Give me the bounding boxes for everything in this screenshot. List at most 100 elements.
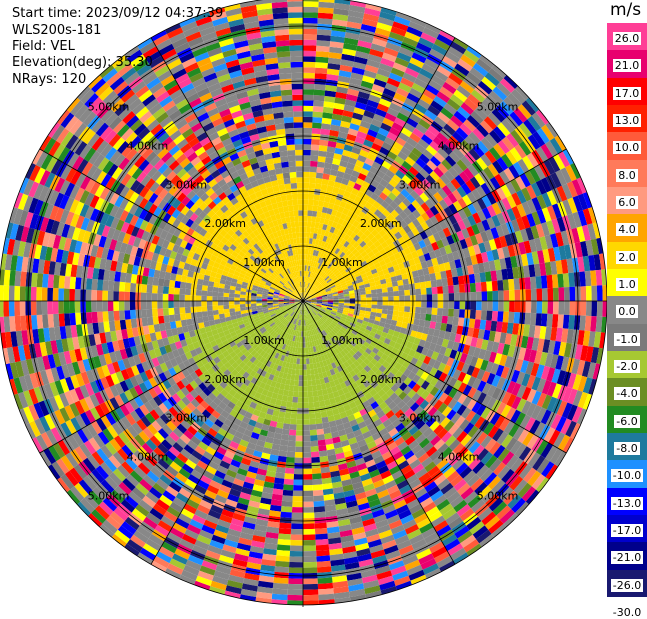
velocity-gate [436, 315, 442, 323]
velocity-gate [303, 155, 311, 161]
velocity-gate [563, 315, 570, 329]
velocity-gate [317, 561, 331, 568]
velocity-gate [371, 293, 377, 297]
velocity-gate [276, 467, 286, 474]
velocity-gate [300, 359, 303, 365]
velocity-gate [405, 295, 411, 301]
velocity-gate [103, 311, 109, 322]
velocity-gate [284, 473, 294, 479]
velocity-gate [306, 364, 310, 370]
velocity-gate [460, 301, 466, 310]
velocity-gate [382, 288, 388, 293]
velocity-gate [313, 101, 324, 107]
velocity-gate [311, 150, 319, 156]
velocity-gate [398, 285, 404, 291]
velocity-gate [568, 315, 575, 330]
velocity-gate [311, 457, 320, 463]
velocity-gate [316, 40, 330, 47]
velocity-gate [319, 401, 325, 407]
velocity-gate [290, 424, 297, 430]
velocity-gate [315, 178, 322, 184]
velocity-gate [196, 295, 202, 301]
velocity-gate [552, 274, 559, 288]
velocity-gate [64, 301, 70, 314]
velocity-gate [303, 216, 308, 222]
velocity-gate [303, 89, 314, 95]
velocity-gate [97, 312, 103, 323]
velocity-gate [157, 301, 163, 309]
velocity-gate [319, 456, 328, 463]
velocity-gate [124, 301, 130, 310]
velocity-gate [459, 284, 465, 293]
velocity-gate [152, 301, 158, 309]
velocity-gate [287, 396, 293, 402]
velocity-gate [438, 294, 444, 301]
velocity-gate [303, 545, 316, 551]
velocity-gate [453, 285, 459, 294]
velocity-gate [314, 402, 320, 408]
velocity-gate [317, 35, 331, 42]
velocity-gate [196, 306, 202, 312]
velocity-gate [9, 301, 15, 316]
velocity-gate [493, 291, 499, 301]
velocity-gate [163, 294, 169, 301]
velocity-gate [307, 369, 311, 375]
velocity-gate [372, 297, 378, 301]
velocity-gate [131, 319, 138, 329]
velocity-gate [316, 544, 329, 551]
velocity-gate [14, 301, 20, 316]
velocity-gate [196, 312, 202, 318]
velocity-gate [58, 288, 64, 301]
velocity-gate [287, 595, 303, 601]
velocity-gate [229, 297, 235, 301]
velocity-gate [321, 184, 328, 191]
velocity-gate [316, 550, 330, 557]
velocity-gate [313, 490, 324, 496]
velocity-gate [557, 274, 564, 288]
velocity-gate [185, 295, 191, 301]
velocity-gate [179, 307, 185, 314]
velocity-gate [580, 301, 586, 316]
velocity-gate [469, 319, 476, 329]
velocity-gate [454, 293, 460, 301]
velocity-gate [164, 315, 170, 323]
velocity-gate [306, 238, 310, 244]
velocity-gate [318, 151, 327, 157]
velocity-gate [303, 584, 318, 590]
velocity-gate [108, 301, 114, 311]
velocity-gate [458, 317, 465, 326]
velocity-gate [36, 301, 42, 315]
velocity-gate [315, 62, 328, 68]
velocity-gate [476, 292, 482, 301]
velocity-gate [298, 386, 303, 392]
velocity-gate [201, 306, 207, 312]
velocity-gate [303, 111, 313, 117]
velocity-gate [314, 90, 325, 96]
velocity-gate [303, 150, 311, 156]
velocity-gate [303, 45, 316, 51]
velocity-gate [53, 288, 59, 301]
velocity-gate [303, 491, 313, 497]
velocity-gate [281, 434, 289, 440]
velocity-gate [318, 440, 326, 447]
velocity-gate [283, 423, 290, 429]
velocity-gate [312, 385, 317, 391]
velocity-gate [294, 474, 303, 480]
velocity-gate [277, 417, 284, 424]
velocity-gate [223, 297, 229, 301]
velocity-gate [86, 312, 92, 324]
velocity-gate [453, 309, 459, 318]
velocity-gate [297, 403, 303, 409]
velocity-gate [303, 12, 318, 18]
velocity-gate [546, 314, 553, 327]
velocity-gate [319, 195, 325, 201]
velocity-gate [53, 301, 59, 314]
velocity-gate [469, 274, 476, 284]
velocity-gate [432, 287, 438, 294]
velocity-gate [181, 320, 188, 327]
velocity-gate [403, 279, 409, 285]
velocity-gate [427, 301, 433, 308]
velocity-gate [452, 277, 459, 286]
velocity-gate [449, 301, 455, 309]
